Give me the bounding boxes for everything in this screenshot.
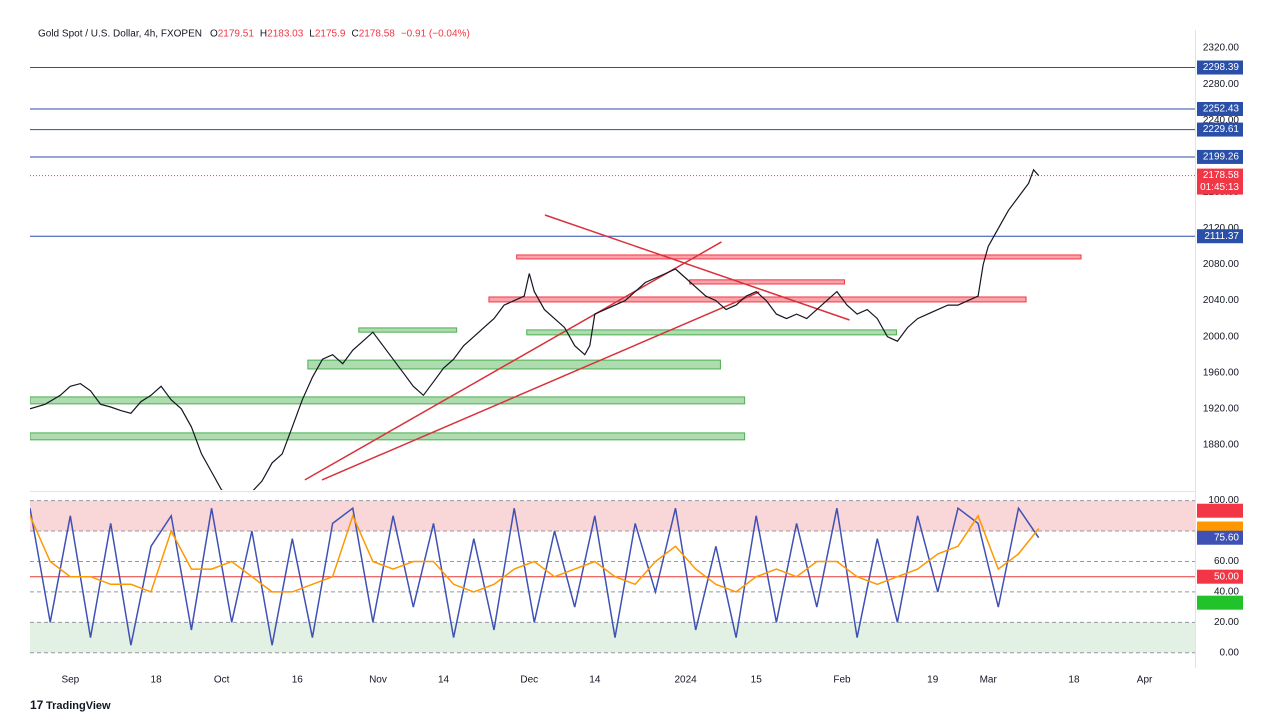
x-tick-label: 18 [151,675,163,686]
price-line-series [30,168,1040,490]
x-tick-label: Mar [980,675,998,686]
value-tag: 75.60 [1214,532,1239,543]
trendline [304,241,722,481]
value-tag-box [1197,503,1243,518]
price-line-label-box [1197,229,1243,244]
x-tick-label: Oct [214,675,230,686]
x-tick-label: 14 [589,675,601,686]
price-line-label: 2229.61 [1203,124,1240,135]
branding: TradingView [46,700,111,712]
value-tag-box [1197,530,1243,545]
trendline [544,214,850,321]
y-tick-label: 2320.00 [1203,43,1240,54]
price-line-label-box [1197,60,1243,75]
y-tick-label: 2040.00 [1203,295,1240,306]
price-line-label: 2199.26 [1203,152,1240,163]
change: −0.91 (−0.04%) [401,29,470,40]
last-price-label-box [1197,168,1243,195]
zone [526,329,897,336]
y-tick-label: 2000.00 [1203,331,1240,342]
plot [30,500,1195,654]
last-price-label: 2178.58 [1203,170,1240,181]
value-tag-box [1197,569,1243,584]
y-tick-label: 20.00 [1214,617,1239,628]
ohlc-label: O [210,29,218,40]
countdown: 01:45:13 [1200,182,1239,193]
zone [307,359,721,370]
ohlc-value: 2183.03 [267,29,304,40]
y-tick-label: 2240.00 [1203,115,1240,126]
price-line-label: 2298.39 [1203,62,1240,73]
price-line-label: 2111.37 [1204,231,1239,242]
y-tick-label: 1920.00 [1203,403,1240,414]
x-tick-label: Apr [1137,675,1153,686]
y-tick-label: 40.00 [1214,587,1239,598]
y-tick-label: 2120.00 [1203,223,1240,234]
ohlc-label: H [260,29,267,40]
zone [488,296,1027,303]
price-line-label-box [1197,122,1243,137]
oscillator-line [30,506,1040,646]
x-tick-label: 18 [1068,675,1080,686]
x-tick-label: 2024 [675,675,698,686]
logo: 17 [30,698,44,712]
x-tick-label: 16 [292,675,304,686]
y-tick-label: 2280.00 [1203,79,1240,90]
plot [30,67,1195,490]
x-tick-label: 19 [927,675,939,686]
price-line-label-box [1197,149,1243,164]
y-tick-label: 2080.00 [1203,259,1240,270]
x-tick-label: Nov [369,675,387,686]
y-tick-label: 0.00 [1220,647,1240,658]
y-tick-label: 1880.00 [1203,440,1240,451]
oscillator-pane [30,500,1195,654]
price-line-label-box [1197,101,1243,116]
x-tick-label: Dec [520,675,538,686]
oscillator-line [30,513,1040,593]
zone [358,327,458,333]
y-tick-label: 60.00 [1214,556,1239,567]
price-line-label: 2252.43 [1203,104,1240,115]
value-tag: 50.00 [1214,571,1239,582]
x-tick-label: 14 [438,675,450,686]
ohlc-value: 2175.9 [315,29,346,40]
ohlc-value: 2179.51 [218,29,255,40]
zone [516,254,1082,260]
axes: 1880.001920.001960.002000.002040.002080.… [61,43,1243,686]
x-tick-label: Feb [833,675,851,686]
price-pane [30,67,1195,490]
header: Gold Spot / U.S. Dollar, 4h, FXOPEN O 2179… [38,29,470,40]
ohlc-label: C [351,29,358,40]
zone [30,432,746,441]
zone [30,396,746,405]
ohlc-label: L [309,29,315,40]
value-tag-box [1197,595,1243,610]
band [30,500,1195,532]
x-tick-label: 15 [751,675,763,686]
x-tick-label: Sep [61,675,79,686]
ohlc-value: 2178.58 [359,29,396,40]
zone [689,279,845,285]
y-tick-label: 1960.00 [1203,367,1240,378]
symbol: Gold Spot / U.S. Dollar, 4h, FXOPEN [38,29,202,40]
y-tick-label: 100.00 [1208,495,1239,506]
band [30,622,1195,653]
trendline [321,291,760,481]
